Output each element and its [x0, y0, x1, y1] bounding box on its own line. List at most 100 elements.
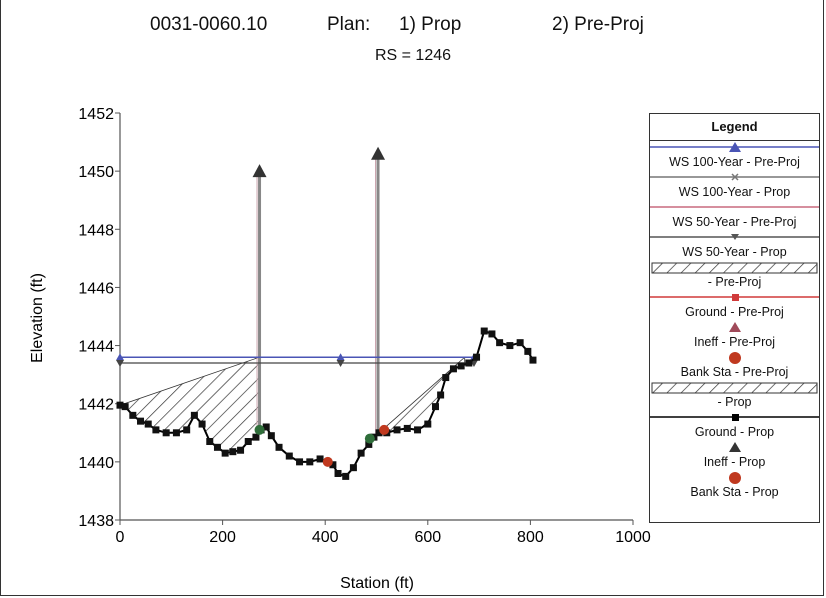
legend-label: - Pre-Proj: [707, 275, 762, 289]
legend-hatch-swatch: [651, 262, 818, 274]
ground-point-28: [329, 461, 337, 469]
ground-point-40: [424, 420, 432, 428]
ground-point-42: [437, 391, 445, 399]
ground-point-10: [190, 411, 198, 419]
y-tick-label: 1440: [78, 455, 114, 472]
ground-point-12: [206, 438, 214, 446]
ground-point-52: [516, 339, 524, 347]
legend-circle-icon: [729, 472, 741, 484]
ground-point-48: [480, 327, 488, 335]
ground-point-2: [121, 403, 129, 411]
legend-triangle-icon: [729, 442, 741, 452]
ws-100yr-marker-2: [336, 353, 345, 361]
ground-point-33: [365, 440, 373, 448]
flow-area-hatch: [119, 356, 466, 454]
legend-swatch: [729, 322, 741, 332]
legend-item: WS 100-Year - Pre-Proj: [650, 141, 819, 171]
x-axis-label: Station (ft): [340, 575, 414, 592]
ground-point-29: [334, 469, 342, 477]
ineff-marker-1: [252, 164, 267, 178]
ground-point-38: [403, 424, 411, 432]
ground-point-3: [129, 411, 137, 419]
bank-station-3: [364, 433, 375, 444]
legend-item: Ineff - Pre-Proj: [650, 321, 819, 351]
ground-point-6: [152, 426, 160, 434]
legend-item: WS 100-Year - Prop: [650, 171, 819, 201]
x-tick-label: 0: [116, 529, 125, 546]
ground-point-24: [296, 458, 304, 466]
ground-point-20: [262, 423, 270, 431]
x-tick-label: 400: [312, 529, 339, 546]
legend-triangle-icon: [729, 322, 741, 332]
axes: [115, 112, 634, 525]
ground-point-9: [183, 426, 191, 434]
ground-point-25: [306, 458, 314, 466]
legend-swatch: [729, 442, 741, 452]
x-tick-label: 200: [209, 529, 236, 546]
ground-point-45: [457, 362, 465, 370]
ground-point-37: [393, 426, 401, 434]
tick-labels: 0 200 400 600 800 1000 1438 1440 1442 1444 1446 144…: [78, 106, 650, 546]
legend-swatch: [651, 382, 818, 394]
legend-item: Bank Sta - Prop: [650, 471, 819, 501]
ground-point-16: [237, 446, 245, 454]
ground-point-22: [275, 443, 283, 451]
legend-swatch: [651, 262, 818, 274]
ws-50yr-marker-2: [336, 360, 345, 368]
ws-100yr-marker-1: [116, 353, 124, 361]
ground-point-32: [357, 449, 365, 457]
y-tick-label: 1438: [78, 513, 114, 530]
ground-point-4: [137, 417, 145, 425]
hatch-area-1: [119, 356, 260, 454]
ground-point-44: [449, 365, 457, 373]
y-axis-label: Elevation (ft): [29, 273, 46, 363]
water-surface-lines: [116, 353, 480, 368]
legend-triangle-icon: [731, 234, 739, 240]
legend-swatch: [650, 173, 819, 181]
ground-point-8: [172, 429, 180, 437]
plan-2: 2) Pre-Proj: [552, 14, 644, 35]
ground-point-26: [316, 455, 324, 463]
legend-label: WS 100-Year - Prop: [678, 185, 791, 199]
ws-50yr-marker-1: [116, 360, 124, 368]
x-tick-label: 800: [517, 529, 544, 546]
ground-point-14: [221, 449, 229, 457]
ground-point-47: [473, 353, 481, 361]
y-tick-label: 1442: [78, 397, 114, 414]
ground-point-7: [162, 429, 170, 437]
section-id: 0031-0060.10: [150, 14, 268, 35]
ground-point-39: [414, 426, 422, 434]
legend-item: - Pre-Proj: [650, 261, 819, 291]
y-tick-label: 1446: [78, 280, 114, 297]
ground-point-5: [144, 420, 152, 428]
legend-swatch: [650, 206, 819, 208]
legend-swatch: [650, 414, 819, 421]
ground-point-41: [431, 403, 439, 411]
legend-label: Bank Sta - Pre-Proj: [680, 365, 789, 379]
ground-point-17: [244, 438, 252, 446]
legend-item: Ground - Pre-Proj: [650, 291, 819, 321]
ground-point-15: [229, 448, 237, 456]
legend-swatch: [650, 234, 819, 240]
x-tick-label: 600: [414, 529, 441, 546]
legend-label: WS 50-Year - Pre-Proj: [672, 215, 797, 229]
ground-point-13: [213, 443, 221, 451]
legend-items: WS 100-Year - Pre-Proj WS 100-Year - Prop…: [650, 141, 819, 501]
bank-station-1: [254, 424, 265, 435]
legend-item: Ineff - Prop: [650, 441, 819, 471]
legend-circle-icon: [729, 352, 741, 364]
legend-swatch: [650, 142, 819, 152]
legend-item: WS 50-Year - Pre-Proj: [650, 201, 819, 231]
y-tick-label: 1450: [78, 164, 114, 181]
legend-triangle-icon: [729, 142, 741, 152]
bank-stations: [254, 424, 390, 467]
ground-point-51: [506, 342, 514, 350]
ground-point-49: [488, 330, 496, 338]
legend-item: WS 50-Year - Prop: [650, 231, 819, 261]
ground-point-50: [496, 339, 504, 347]
ground-point-46: [465, 359, 473, 367]
river-station: RS = 1246: [374, 47, 452, 64]
legend-label: Ground - Prop: [694, 425, 775, 439]
